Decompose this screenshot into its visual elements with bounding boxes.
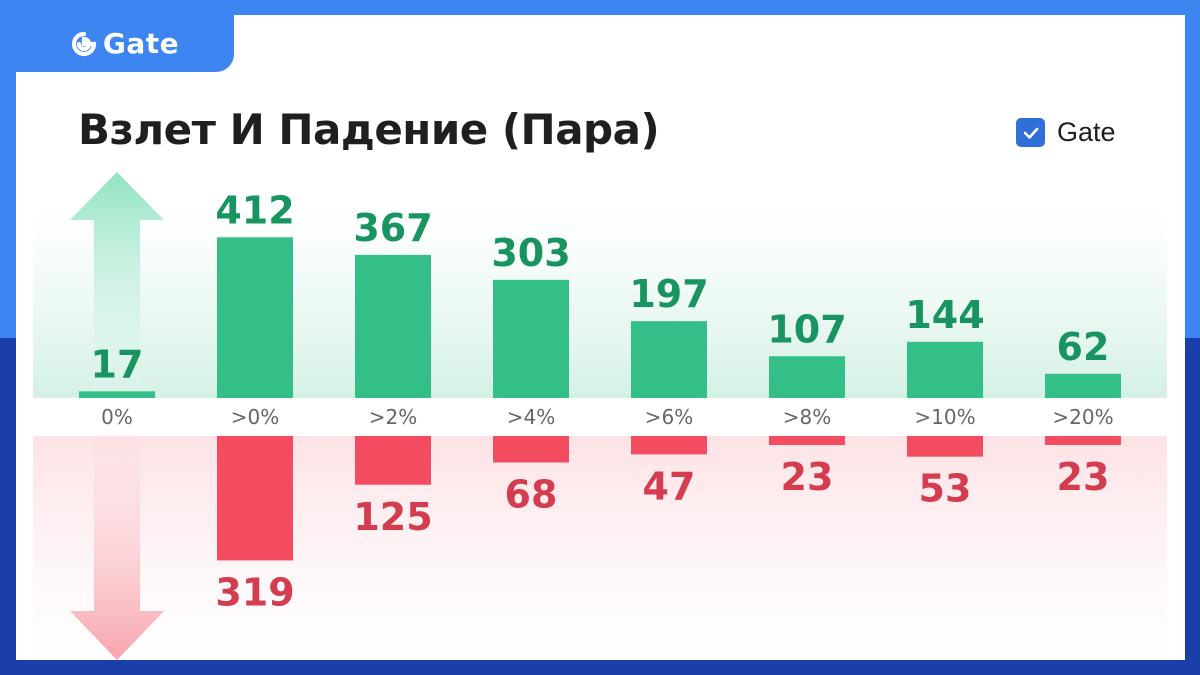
gain-value-label: 197 [629, 272, 708, 316]
loss-bar [1045, 436, 1121, 445]
brand-name: Gate [102, 27, 180, 60]
gain-value-label: 17 [91, 342, 144, 386]
checkbox-checked-icon[interactable] [1016, 118, 1045, 147]
loss-value-label: 47 [643, 464, 696, 508]
gain-value-label: 367 [353, 206, 432, 250]
gate-logo-icon [71, 31, 96, 56]
positive-zone-background [33, 205, 1167, 398]
x-tick-label: >2% [369, 405, 418, 429]
legend[interactable]: Gate [1016, 117, 1116, 148]
brand-logo: Gate [16, 15, 234, 72]
gain-value-label: 144 [905, 293, 984, 337]
gain-bar [355, 254, 431, 398]
loss-bar [355, 436, 431, 485]
x-tick-label: >4% [507, 405, 556, 429]
up-arrow-icon [70, 172, 164, 398]
x-tick-label: >20% [1052, 405, 1113, 429]
loss-bar [907, 436, 983, 457]
negative-zone-background [33, 436, 1167, 660]
loss-value-label: 68 [505, 473, 558, 517]
loss-value-label: 125 [353, 495, 432, 539]
gain-bar [217, 237, 293, 398]
gain-bar [631, 321, 707, 398]
x-tick-label: >6% [645, 405, 694, 429]
gain-bar [493, 279, 569, 398]
x-tick-label: 0% [101, 405, 133, 429]
gain-bar [907, 341, 983, 398]
gain-value-label: 107 [767, 307, 846, 351]
loss-bar [217, 436, 293, 561]
gain-value-label: 412 [215, 188, 294, 232]
loss-value-label: 53 [919, 467, 972, 511]
down-arrow-icon [70, 436, 164, 660]
gain-bar [79, 391, 155, 398]
page-title: Взлет И Падение (Пара) [78, 105, 660, 154]
loss-value-label: 23 [1057, 455, 1110, 499]
gain-value-label: 62 [1057, 325, 1110, 369]
x-tick-label: >0% [231, 405, 280, 429]
legend-label: Gate [1057, 117, 1116, 147]
loss-bar [493, 436, 569, 463]
loss-bar [769, 436, 845, 445]
x-tick-label: >8% [783, 405, 832, 429]
loss-value-label: 23 [781, 455, 834, 499]
loss-value-label: 319 [215, 570, 294, 614]
loss-bar [631, 436, 707, 455]
x-tick-label: >10% [914, 405, 975, 429]
gain-value-label: 303 [491, 231, 570, 275]
gain-bar [1045, 373, 1121, 398]
gain-bar [769, 356, 845, 398]
